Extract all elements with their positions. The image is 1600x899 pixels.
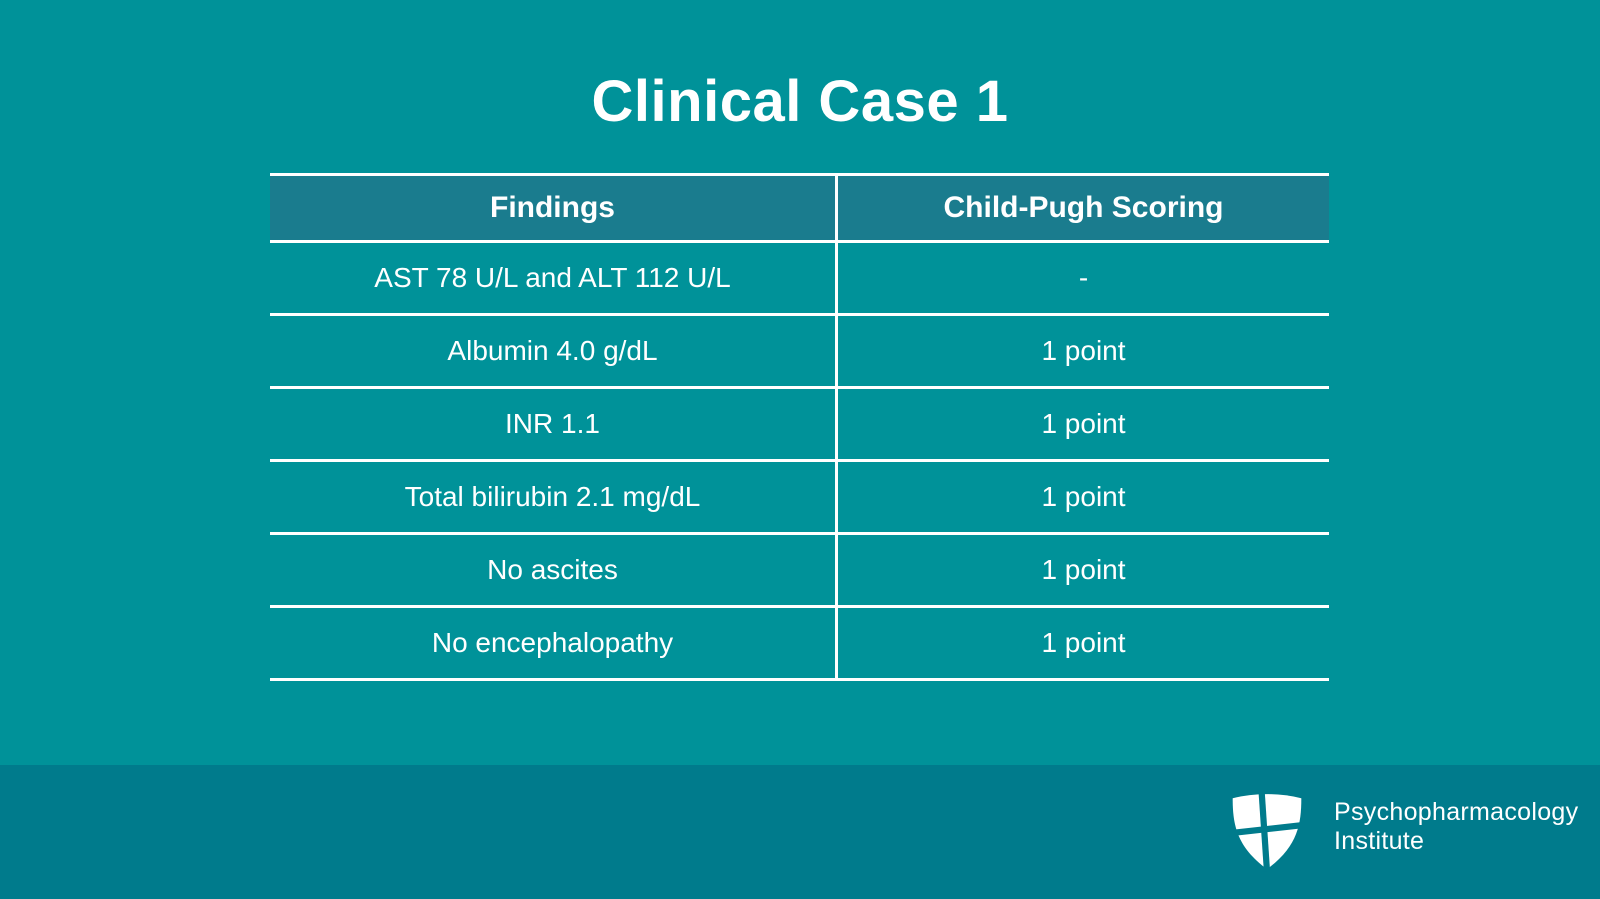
table-header-row: Findings Child-Pugh Scoring — [270, 173, 1329, 243]
finding-cell: Albumin 4.0 g/dL — [270, 316, 838, 386]
score-cell: 1 point — [1041, 627, 1126, 658]
finding-cell: Total bilirubin 2.1 mg/dL — [270, 462, 838, 532]
shield-cross-logo-icon — [1228, 790, 1306, 872]
header-cell-scoring: Child-Pugh Scoring — [943, 191, 1224, 224]
score-cell: 1 point — [1041, 554, 1126, 585]
table-row: Albumin 4.0 g/dL 1 point — [270, 316, 1329, 389]
findings-table: Findings Child-Pugh Scoring AST 78 U/L a… — [270, 173, 1329, 681]
table-row: No ascites 1 point — [270, 535, 1329, 608]
table-row: Total bilirubin 2.1 mg/dL 1 point — [270, 462, 1329, 535]
score-cell: 1 point — [1041, 408, 1126, 439]
score-cell: 1 point — [1041, 481, 1126, 512]
table-row: No encephalopathy 1 point — [270, 608, 1329, 681]
finding-cell: AST 78 U/L and ALT 112 U/L — [270, 243, 838, 313]
table-row: INR 1.1 1 point — [270, 389, 1329, 462]
org-name-line1: Psychopharmacology — [1334, 798, 1579, 826]
header-cell-findings: Findings — [270, 176, 838, 240]
page-title: Clinical Case 1 — [591, 69, 1009, 134]
finding-cell: No ascites — [270, 535, 838, 605]
org-name-line2: Institute — [1334, 827, 1425, 855]
footer-band: Psychopharmacology Institute — [0, 765, 1600, 899]
score-cell: 1 point — [1041, 335, 1126, 366]
table-row: AST 78 U/L and ALT 112 U/L - — [270, 243, 1329, 316]
org-name: Psychopharmacology Institute — [1334, 798, 1578, 856]
score-cell: - — [1078, 262, 1089, 293]
finding-cell: No encephalopathy — [270, 608, 838, 678]
finding-cell: INR 1.1 — [270, 389, 838, 459]
